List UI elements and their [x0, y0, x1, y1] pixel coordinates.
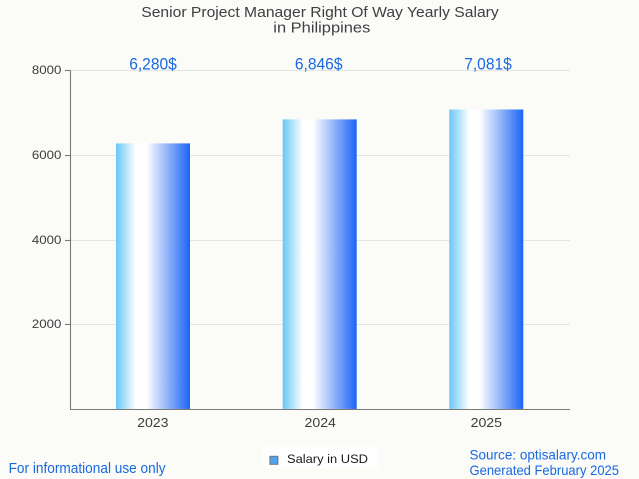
svg-text:in Philippines: in Philippines [273, 20, 370, 37]
svg-text:Senior Project Manager Right O: Senior Project Manager Right Of Way Year… [141, 4, 499, 21]
svg-text:For informational use only: For informational use only [9, 460, 166, 477]
svg-text:6,846$: 6,846$ [295, 54, 343, 73]
svg-text:2024: 2024 [305, 415, 336, 430]
svg-text:2025: 2025 [471, 415, 502, 430]
svg-text:Source: optisalary.com: Source: optisalary.com [470, 447, 607, 463]
svg-text:4000: 4000 [32, 233, 62, 247]
svg-text:7,081$: 7,081$ [464, 54, 512, 73]
svg-text:Salary in USD: Salary in USD [287, 452, 368, 466]
svg-text:Generated February 2025: Generated February 2025 [470, 463, 620, 478]
svg-text:2000: 2000 [32, 317, 62, 331]
svg-text:6,280$: 6,280$ [129, 54, 177, 73]
svg-text:2023: 2023 [137, 415, 168, 430]
svg-text:8000: 8000 [32, 63, 62, 77]
svg-text:6000: 6000 [32, 148, 62, 162]
